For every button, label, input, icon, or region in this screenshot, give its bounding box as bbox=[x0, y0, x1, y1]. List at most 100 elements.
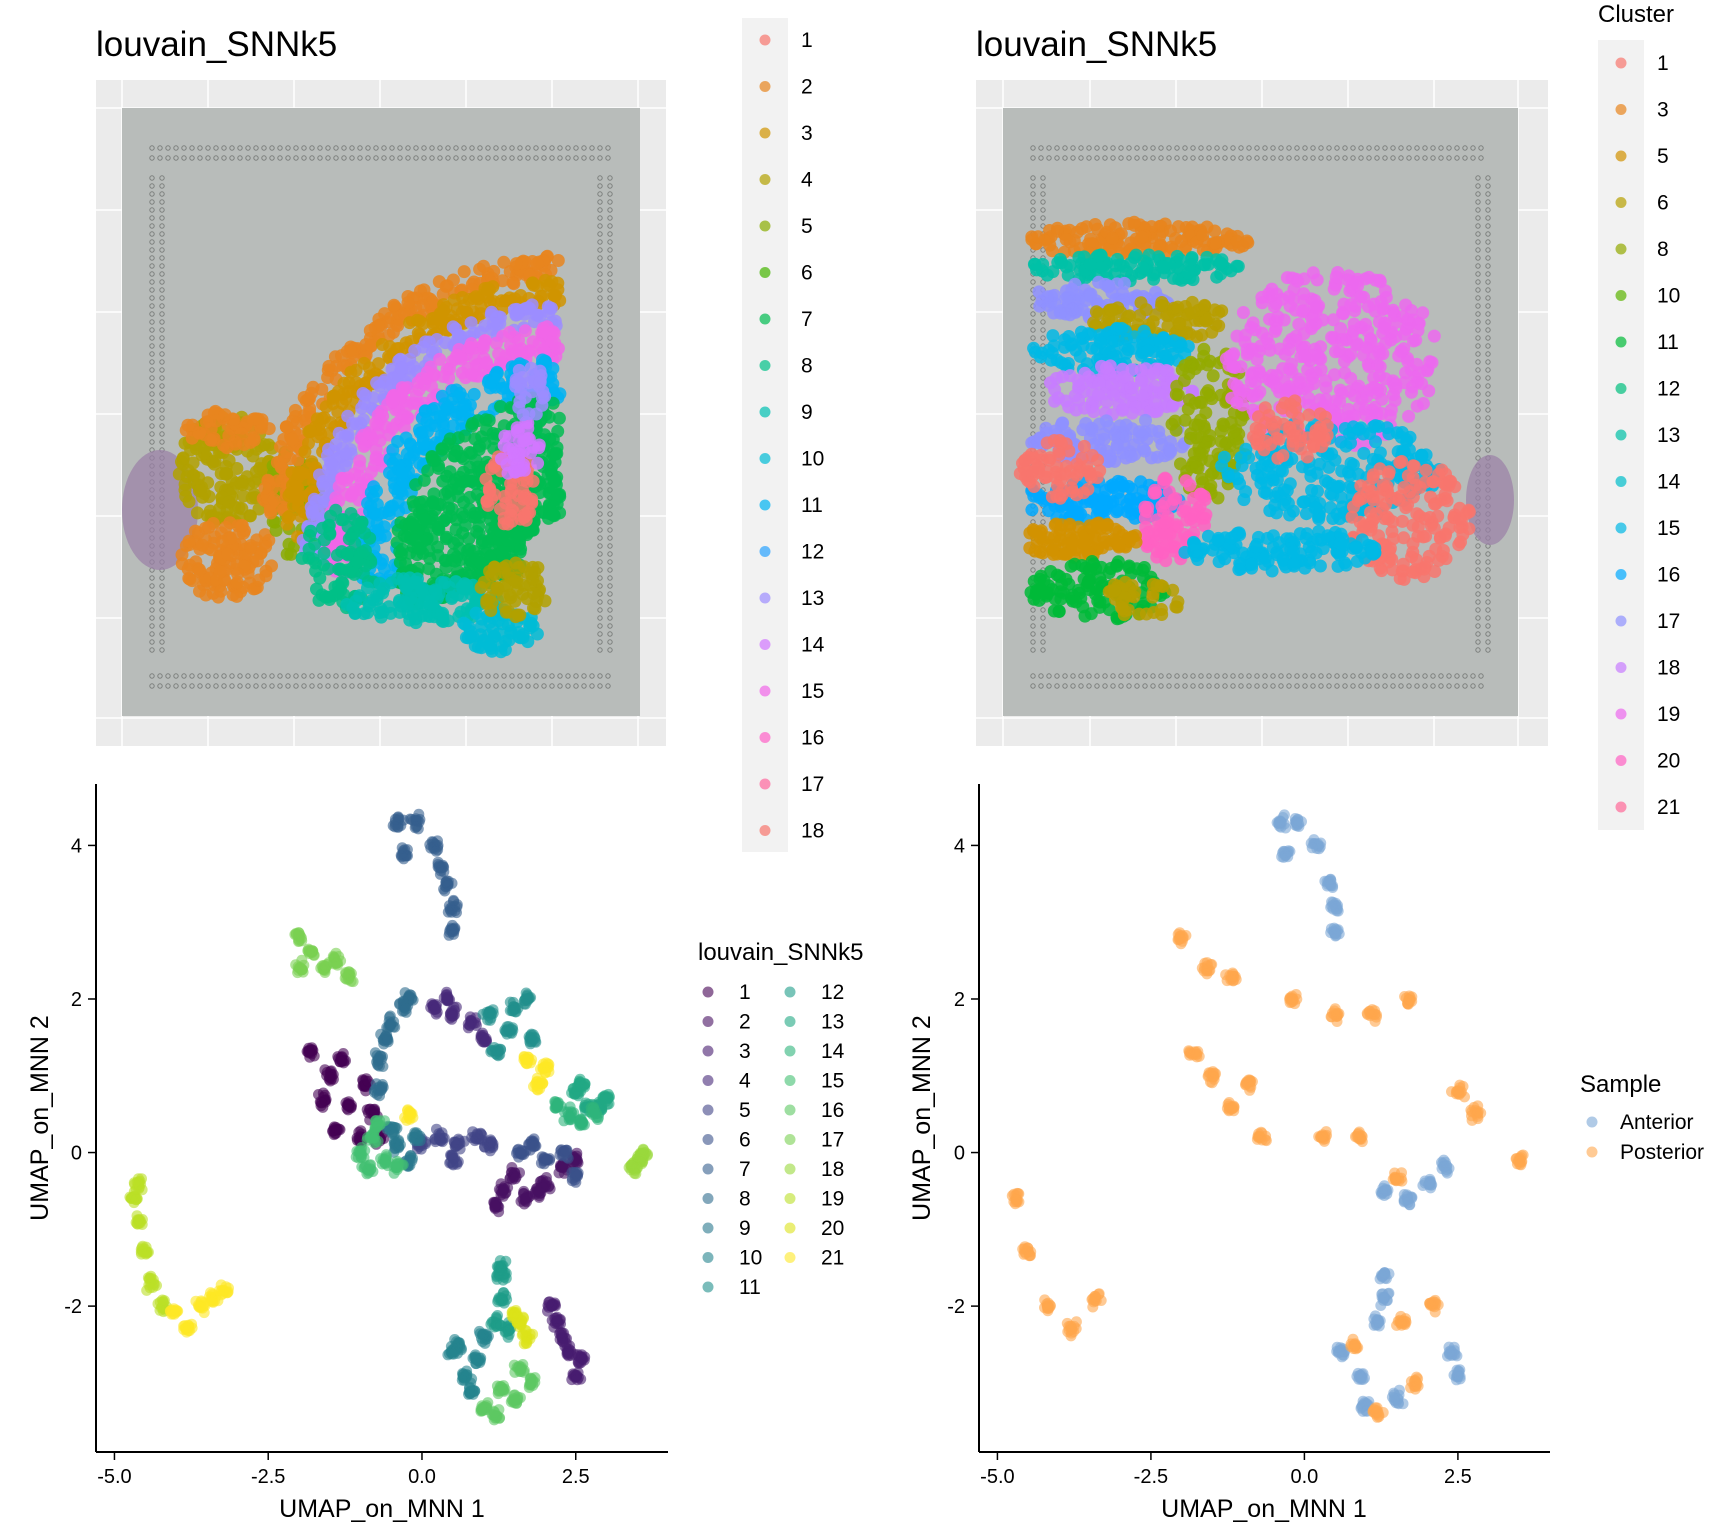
spot bbox=[506, 452, 520, 466]
fiducial-spot bbox=[277, 683, 283, 689]
spot bbox=[399, 431, 413, 445]
fiducial-spot bbox=[149, 591, 155, 597]
spot bbox=[1359, 408, 1373, 422]
spot bbox=[413, 542, 427, 556]
fiducial-spot bbox=[597, 231, 603, 237]
fiducial-spot bbox=[149, 599, 155, 605]
spot bbox=[247, 433, 261, 447]
spot bbox=[1292, 317, 1306, 331]
fiducial-spot bbox=[607, 527, 613, 533]
fiducial-spot bbox=[229, 683, 235, 689]
spot bbox=[280, 445, 294, 459]
fiducial-spot bbox=[607, 255, 613, 261]
spot bbox=[1155, 299, 1168, 313]
spot bbox=[383, 466, 396, 480]
fiducial-spot bbox=[381, 673, 387, 679]
spot bbox=[1338, 422, 1352, 435]
spot bbox=[489, 336, 503, 350]
fiducial-spot bbox=[309, 145, 315, 151]
spot bbox=[538, 594, 552, 608]
fiducial-spot bbox=[607, 359, 613, 365]
fiducial-spot bbox=[607, 647, 613, 653]
spot bbox=[511, 608, 525, 622]
fiducial-spot bbox=[421, 683, 427, 689]
spot bbox=[1296, 305, 1310, 319]
fiducial-spot bbox=[597, 543, 603, 549]
spot bbox=[1075, 222, 1089, 236]
spot bbox=[1328, 368, 1341, 382]
spot bbox=[342, 376, 356, 390]
spot bbox=[543, 302, 557, 315]
spot bbox=[192, 484, 206, 498]
spot bbox=[1240, 234, 1254, 248]
legend-key bbox=[759, 360, 771, 371]
fiducial-spot bbox=[149, 631, 155, 637]
fiducial-spot bbox=[149, 423, 155, 429]
fiducial-spot bbox=[597, 255, 603, 261]
fiducial-spot bbox=[301, 673, 307, 679]
spot bbox=[548, 336, 562, 350]
panel-title: louvain_SNNk5 bbox=[976, 25, 1217, 64]
fiducial-spot bbox=[549, 145, 555, 151]
fiducial-spot bbox=[413, 145, 419, 151]
fiducial-spot bbox=[317, 155, 323, 161]
fiducial-spot bbox=[429, 155, 435, 161]
spot bbox=[507, 277, 521, 291]
spot bbox=[1350, 275, 1364, 289]
fiducial-spot bbox=[237, 145, 243, 151]
spot bbox=[348, 483, 362, 496]
fiducial-spot bbox=[485, 673, 491, 679]
spot bbox=[294, 509, 308, 523]
spot bbox=[1171, 300, 1185, 314]
fiducial-spot bbox=[269, 155, 275, 161]
fiducial-spot bbox=[597, 311, 603, 317]
fiducial-spot bbox=[597, 447, 603, 453]
spot bbox=[361, 581, 374, 595]
fiducial-spot bbox=[301, 145, 307, 151]
fiducial-spot bbox=[477, 155, 483, 161]
legend-key bbox=[759, 825, 771, 836]
spot bbox=[482, 639, 496, 653]
spot bbox=[1062, 330, 1076, 343]
fiducial-spot bbox=[605, 145, 611, 151]
spot bbox=[1374, 383, 1387, 397]
spot bbox=[1333, 395, 1347, 409]
fiducial-spot bbox=[317, 683, 323, 689]
fiducial-spot bbox=[597, 407, 603, 413]
fiducial-spot bbox=[213, 145, 219, 151]
panel-title: louvain_SNNk5 bbox=[96, 25, 337, 64]
spot bbox=[421, 464, 435, 478]
fiducial-spot bbox=[597, 383, 603, 389]
spot bbox=[504, 624, 518, 638]
spot bbox=[1384, 403, 1398, 417]
spot bbox=[1279, 383, 1293, 397]
fiducial-spot bbox=[165, 683, 171, 689]
spot bbox=[1166, 399, 1180, 413]
fiducial-spot bbox=[607, 599, 613, 605]
spot bbox=[1322, 460, 1336, 474]
fiducial-spot bbox=[381, 683, 387, 689]
spot bbox=[1110, 252, 1124, 266]
spot bbox=[1252, 364, 1266, 378]
spot bbox=[531, 456, 545, 470]
fiducial-spot bbox=[597, 527, 603, 533]
fiducial-spot bbox=[517, 673, 523, 679]
fiducial-spot bbox=[437, 145, 443, 151]
fiducial-spot bbox=[607, 247, 613, 253]
spot bbox=[389, 452, 403, 466]
spot bbox=[1134, 296, 1148, 310]
spot bbox=[1133, 425, 1147, 439]
fiducial-spot bbox=[581, 683, 587, 689]
spot bbox=[499, 294, 513, 308]
spot bbox=[1099, 414, 1113, 428]
spot bbox=[362, 599, 376, 613]
spot bbox=[204, 433, 218, 447]
fiducial-spot bbox=[437, 673, 443, 679]
spot bbox=[1330, 480, 1344, 494]
fiducial-spot bbox=[597, 183, 603, 189]
spot bbox=[1263, 504, 1277, 518]
fiducial-spot bbox=[397, 145, 403, 151]
fiducial-spot bbox=[607, 607, 613, 613]
spot bbox=[382, 507, 396, 521]
fiducial-spot bbox=[149, 367, 155, 373]
